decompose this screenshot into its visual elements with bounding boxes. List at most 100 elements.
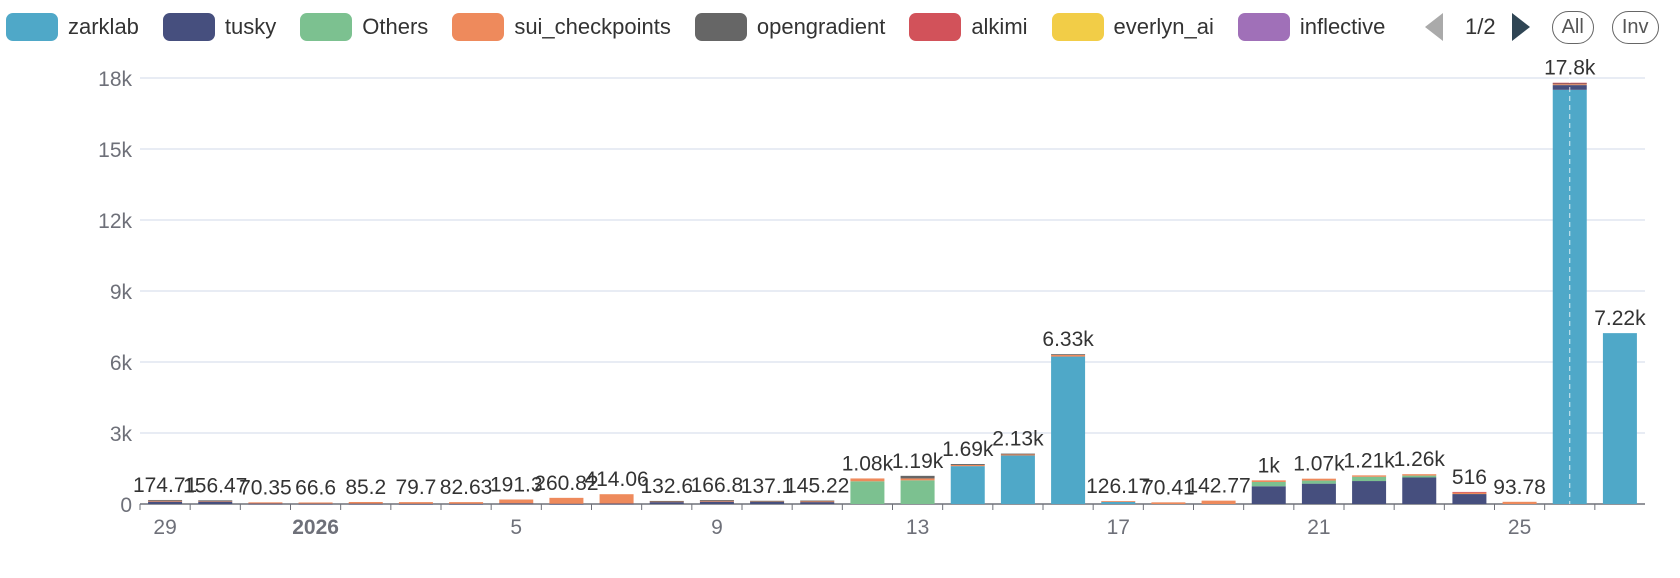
bar-total-label: 1.19k [892, 450, 944, 473]
bar-total-label: 1.08k [842, 452, 894, 475]
bar-segment-sui-checkpoints [398, 502, 433, 504]
bar-segment-Others [1402, 475, 1437, 478]
bar-segment-sui-checkpoints [148, 500, 183, 502]
legend-item-zarklab[interactable]: zarklab [6, 13, 139, 41]
bar-total-label: 1.26k [1394, 448, 1446, 471]
bar-segment-sui-checkpoints [900, 478, 935, 481]
bar-total-label: 126.17 [1086, 475, 1150, 498]
y-tick-label: 3k [110, 423, 133, 446]
chart-legend: zarklab tusky Others sui_checkpoints opengra… [6, 10, 1409, 44]
legend-item-alkimi[interactable]: alkimi [909, 13, 1028, 41]
bar-segment-sui-checkpoints [1251, 480, 1286, 482]
bar-segment-tusky [800, 502, 835, 504]
bar-segment-opengradient [699, 500, 734, 501]
legend-swatch [694, 13, 747, 41]
x-tick-label: 17 [1107, 516, 1130, 539]
bar-segment-sui-checkpoints [1502, 501, 1537, 504]
legend-label: opengradient [756, 14, 886, 39]
bar-segment-opengradient [1000, 453, 1035, 455]
next-page-icon[interactable] [1511, 13, 1530, 41]
bar-segment-tusky [750, 501, 785, 504]
bar-segment-Others [900, 480, 935, 504]
bar-total-label: 145.22 [785, 475, 849, 498]
legend-swatch [452, 13, 505, 41]
bar-segment-tusky [549, 503, 584, 505]
legend-label: inflective [1299, 14, 1386, 39]
legend-item-opengradient[interactable]: opengradient [694, 13, 886, 41]
bar-segment-opengradient [649, 500, 684, 502]
bar-total-label: 66.6 [295, 476, 336, 499]
select-all-button[interactable]: All [1551, 10, 1594, 44]
bar-segment-sui-checkpoints [1051, 354, 1086, 357]
bar-segment-sui-checkpoints [298, 502, 333, 504]
legend-label: everlyn_ai [1113, 14, 1214, 39]
bar-segment-sui-checkpoints [1101, 501, 1136, 502]
bar-segment-tusky [248, 503, 283, 505]
bar-segment-Others [1251, 481, 1286, 487]
bar-segment-sui-checkpoints [800, 500, 835, 503]
bar-segment-Others [850, 481, 885, 504]
bar-segment-tusky [348, 503, 383, 505]
x-tick-label: 2026 [292, 516, 339, 539]
x-tick-label: 9 [711, 516, 723, 539]
invert-selection-button[interactable]: Inv [1611, 10, 1659, 44]
bar-segment-opengradient [1051, 354, 1086, 355]
bar-segment-zarklab [950, 466, 985, 504]
bar-segment-opengradient [148, 499, 183, 501]
bar-total-label: 174.71 [133, 474, 197, 497]
legend-item-tusky[interactable]: tusky [162, 13, 276, 41]
bar-segment-sui-checkpoints [699, 500, 734, 502]
bar-segment-sui-checkpoints [348, 501, 383, 504]
bar-total-label: 2.13k [992, 428, 1044, 451]
bar-segment-sui-checkpoints [1301, 478, 1336, 481]
bar-segment-sui-checkpoints [248, 502, 283, 504]
bar-total-label: 70.35 [239, 476, 292, 499]
bar-total-label: 7.22k [1594, 307, 1646, 330]
y-tick-label: 15k [98, 139, 132, 162]
bar-total-label: 516 [1452, 466, 1487, 489]
bar-segment-sui-checkpoints [449, 502, 484, 504]
bar-segment-opengradient [1552, 83, 1587, 85]
bar-segment-alkimi [1552, 82, 1587, 84]
bar-segment-tusky [449, 503, 484, 505]
legend-swatch [909, 13, 962, 41]
bar-total-label: 191.3 [490, 474, 543, 497]
bar-segment-sui-checkpoints [1000, 454, 1035, 456]
bar-segment-tusky [398, 503, 433, 505]
legend-swatch [1237, 13, 1290, 41]
bar-segment-sui-checkpoints [1151, 502, 1186, 504]
bar-total-label: 166.8 [691, 474, 744, 497]
bar-segment-tusky [1251, 486, 1286, 504]
bar-segment-zarklab [1051, 356, 1086, 504]
legend-item-others[interactable]: Others [300, 13, 428, 41]
bar-total-label: 6.33k [1042, 328, 1094, 351]
bar-segment-sui-checkpoints [1201, 500, 1236, 504]
bar-segment-sui-checkpoints [549, 497, 584, 504]
bar-segment-sui-checkpoints [499, 499, 534, 504]
bar-total-label: 1.21k [1343, 449, 1395, 472]
bar-segment-tusky [1352, 481, 1387, 504]
bar-segment-sui-checkpoints [1452, 492, 1487, 495]
bar-segment-Others [1301, 480, 1336, 484]
bar-segment-tusky [1452, 494, 1487, 504]
y-tick-label: 6k [110, 352, 133, 375]
bar-segment-tusky [599, 503, 634, 505]
bar-total-label: 156.47 [183, 474, 247, 497]
bar-total-label: 70.41 [1142, 476, 1195, 499]
bar-total-label: 93.78 [1493, 476, 1546, 499]
y-tick-label: 0 [120, 494, 132, 517]
legend-item-everlyn-ai[interactable]: everlyn_ai [1051, 13, 1214, 41]
legend-item-sui-checkpoints[interactable]: sui_checkpoints [452, 13, 671, 41]
bar-total-label: 142.77 [1186, 475, 1250, 498]
bar-segment-tusky [499, 503, 534, 505]
bar-segment-tusky [1301, 483, 1336, 504]
bar-segment-sui-checkpoints [1402, 474, 1437, 476]
legend-item-inflective[interactable]: inflective [1237, 13, 1386, 41]
previous-page-icon[interactable] [1425, 13, 1443, 41]
bar-total-label: 137.1 [741, 475, 794, 498]
legend-pager: 1/2 All Inv [1425, 10, 1659, 44]
bar-segment-tusky [148, 501, 183, 504]
bar-segment-sui-checkpoints [599, 494, 634, 504]
bar-total-label: 132.6 [640, 475, 693, 498]
